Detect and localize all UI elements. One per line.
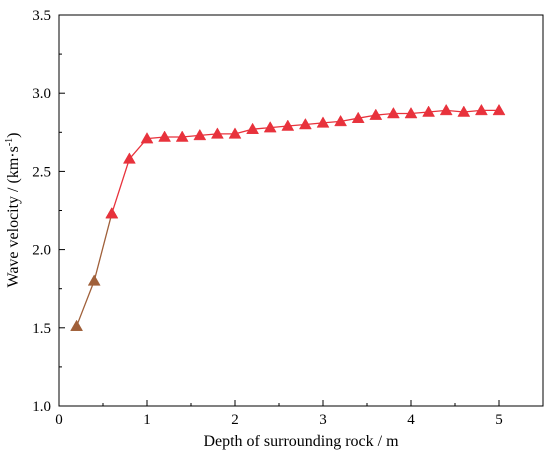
series-1-point xyxy=(158,130,172,142)
series-1-point xyxy=(263,121,277,133)
series-1-point xyxy=(228,127,242,139)
series-1-point xyxy=(122,152,136,164)
x-tick-label: 0 xyxy=(55,412,63,428)
series-1-point xyxy=(422,105,436,117)
series-1-point xyxy=(369,108,383,120)
series-1-point xyxy=(457,105,471,117)
y-axis-title: Wave velocity / (km·s-1) xyxy=(4,132,22,287)
series-1-point xyxy=(210,127,224,139)
series-1-point xyxy=(492,103,506,116)
x-tick-label: 2 xyxy=(231,412,239,428)
series-1-point xyxy=(105,207,119,219)
series-1-point xyxy=(404,106,418,119)
series-1-point xyxy=(281,119,295,131)
x-tick-label: 4 xyxy=(407,412,415,428)
y-tick-label: 1.5 xyxy=(32,321,51,337)
series-1-point xyxy=(140,132,154,144)
series-1-point xyxy=(474,103,488,116)
series-1-point xyxy=(175,130,189,142)
y-axis-title-sup: -1 xyxy=(4,138,15,146)
series-0-point xyxy=(70,319,84,331)
series-0-point xyxy=(87,274,101,286)
axis-ticks: 0 1 2 3 4 5 1.0 1.5 2.0 2.5 3.0 3.5 xyxy=(32,8,503,428)
y-axis-title-main: Wave velocity / (km·s xyxy=(5,146,22,287)
y-tick-label: 3.5 xyxy=(32,8,51,24)
series-1-point xyxy=(316,116,330,128)
series-1-point xyxy=(386,106,400,119)
x-tick-label: 3 xyxy=(319,412,327,428)
y-tick-label: 1.0 xyxy=(32,399,51,415)
series-1-point xyxy=(351,111,365,123)
plot-frame xyxy=(58,14,544,407)
series-1-point xyxy=(246,122,260,134)
series-1-point xyxy=(193,128,207,141)
series-1-point xyxy=(334,114,348,127)
y-tick-label: 2.0 xyxy=(32,243,51,259)
x-axis-title: Depth of surrounding rock / m xyxy=(203,433,399,450)
data-series xyxy=(70,103,506,331)
x-tick-label: 5 xyxy=(495,412,503,428)
series-0-line xyxy=(75,213,113,327)
y-tick-label: 2.5 xyxy=(32,164,51,180)
series-1-point xyxy=(439,103,453,116)
y-axis-title-end: ) xyxy=(5,132,22,137)
y-tick-label: 3.0 xyxy=(32,86,51,102)
series-1-point xyxy=(298,117,312,130)
x-tick-label: 1 xyxy=(143,412,151,428)
